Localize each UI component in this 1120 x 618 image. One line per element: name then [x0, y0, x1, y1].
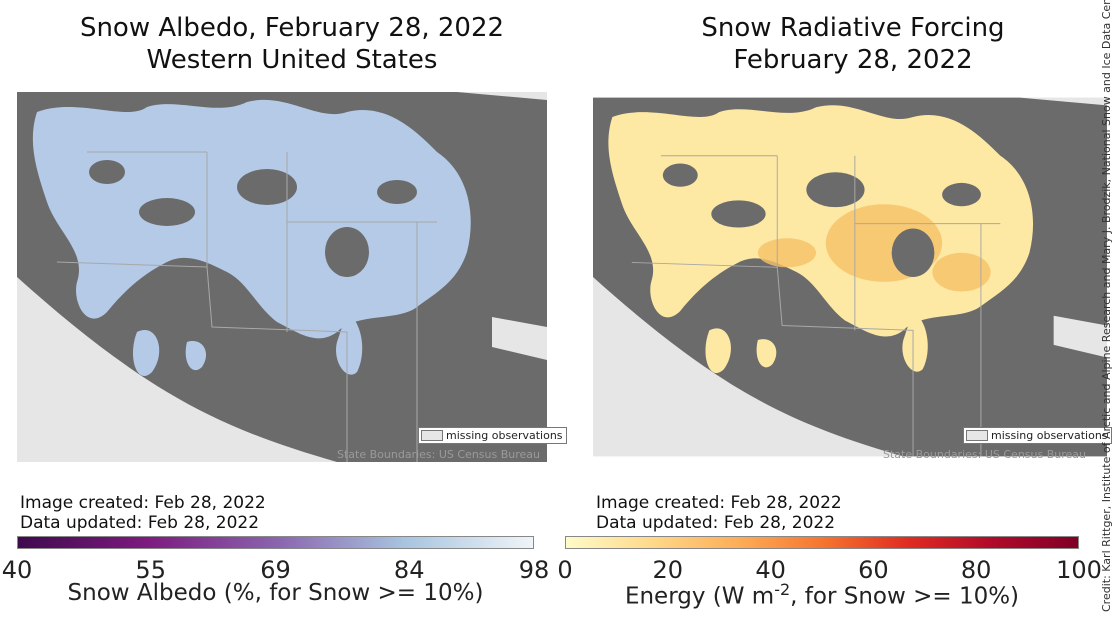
snow-cover	[32, 99, 471, 377]
image-created: Image created: Feb 28, 2022	[596, 493, 842, 513]
colorbar-tick-label: 69	[260, 556, 291, 584]
albedo-title-line2: Western United States	[146, 45, 438, 75]
snow-cover	[608, 105, 1034, 374]
missing-legend-label: missing observations	[991, 429, 1108, 442]
missing-swatch	[421, 430, 443, 441]
forcing-colorbar-label: Energy (W m-2, for Snow >= 10%)	[565, 580, 1079, 610]
albedo-title: Snow Albedo, February 28, 2022 Western U…	[17, 12, 567, 76]
albedo-source: State Boundaries: US Census Bureau	[337, 448, 540, 461]
colorbar-tick-label: 20	[652, 556, 684, 584]
colorbar-tick-label: 100	[1056, 556, 1102, 584]
credit: Credit: Karl Rittger, Institute of Arcti…	[1100, 0, 1113, 612]
label-main: Energy (W m	[624, 583, 775, 610]
colorbar-tick-label: 98	[518, 556, 550, 584]
colorbar-tick-label: 84	[393, 556, 425, 584]
data-updated: Data updated: Feb 28, 2022	[596, 513, 836, 533]
colorbar-tick-label: 55	[135, 556, 166, 584]
image-created: Image created: Feb 28, 2022	[20, 493, 266, 513]
forcing-meta: Image created: Feb 28, 2022 Data updated…	[596, 493, 842, 533]
label-sup: -2	[774, 580, 791, 599]
albedo-map	[17, 92, 547, 462]
forcing-map	[593, 97, 1107, 457]
albedo-missing-legend: missing observations	[418, 427, 567, 444]
colorbar-tick-label: 40	[755, 556, 786, 584]
forcing-source: State Boundaries: US Census Bureau	[883, 448, 1086, 461]
state-boundaries	[631, 155, 1001, 457]
albedo-meta: Image created: Feb 28, 2022 Data updated…	[20, 493, 266, 533]
missing-legend-label: missing observations	[446, 429, 563, 442]
colorbar-tick-label: 60	[858, 556, 889, 584]
data-updated: Data updated: Feb 28, 2022	[20, 513, 260, 533]
forcing-title-line2: February 28, 2022	[733, 45, 973, 75]
forcing-colorbar	[565, 536, 1079, 549]
forcing-missing-legend: missing observations	[963, 427, 1112, 444]
snow-gaps	[89, 160, 417, 277]
forcing-title-line1: Snow Radiative Forcing	[701, 13, 1005, 43]
albedo-title-line1: Snow Albedo, February 28, 2022	[79, 13, 505, 43]
albedo-colorbar-label: Snow Albedo (%, for Snow >= 10%)	[67, 580, 484, 606]
missing-swatch	[966, 430, 988, 441]
colorbar-tick-label: 80	[960, 556, 992, 584]
label-tail: , for Snow >= 10%)	[790, 583, 1020, 610]
albedo-colorbar	[17, 536, 534, 549]
snow-gaps	[662, 163, 981, 277]
forcing-title: Snow Radiative Forcing February 28, 2022	[593, 12, 1113, 76]
colorbar-tick-label: 0	[557, 556, 573, 584]
colorbar-tick-label: 40	[1, 556, 33, 584]
state-boundaries	[56, 151, 437, 462]
